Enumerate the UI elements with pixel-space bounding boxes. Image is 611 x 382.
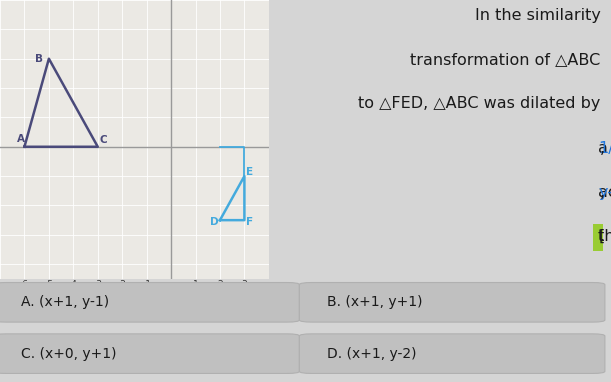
Text: a scale factor of: a scale factor of xyxy=(598,141,611,155)
Text: y-axis: y-axis xyxy=(599,185,611,200)
Text: through the translation: through the translation xyxy=(598,229,611,244)
FancyBboxPatch shape xyxy=(0,334,299,374)
FancyBboxPatch shape xyxy=(0,283,299,322)
Text: , and moved: , and moved xyxy=(599,185,611,200)
Text: A: A xyxy=(17,134,25,144)
Text: [ ? ]: [ ? ] xyxy=(599,229,611,244)
FancyBboxPatch shape xyxy=(299,334,605,374)
Text: D: D xyxy=(210,217,219,227)
Text: 1/3: 1/3 xyxy=(599,141,611,155)
Text: B: B xyxy=(35,53,43,64)
FancyBboxPatch shape xyxy=(593,225,603,251)
Text: C: C xyxy=(100,135,108,145)
Text: , reflected: , reflected xyxy=(599,141,611,155)
Text: across the: across the xyxy=(598,185,611,200)
Text: .: . xyxy=(599,229,605,244)
Text: A. (x+1, y-1): A. (x+1, y-1) xyxy=(21,295,109,309)
Text: D. (x+1, y-2): D. (x+1, y-2) xyxy=(327,346,416,361)
Text: C. (x+0, y+1): C. (x+0, y+1) xyxy=(21,346,117,361)
Text: In the similarity: In the similarity xyxy=(475,8,601,23)
Text: B. (x+1, y+1): B. (x+1, y+1) xyxy=(327,295,422,309)
Text: transformation of △ABC: transformation of △ABC xyxy=(411,52,601,68)
Text: F: F xyxy=(246,217,254,227)
Text: to △FED, △ABC was dilated by: to △FED, △ABC was dilated by xyxy=(358,97,601,112)
FancyBboxPatch shape xyxy=(299,283,605,322)
Text: E: E xyxy=(246,167,254,176)
